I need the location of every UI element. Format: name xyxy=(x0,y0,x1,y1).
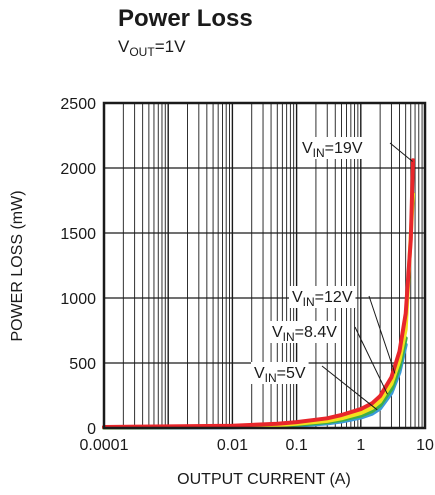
series-label-leader xyxy=(354,326,388,395)
series-label: VIN=5V xyxy=(254,365,306,385)
series-label-sub: IN xyxy=(265,371,277,385)
y-tick-label: 500 xyxy=(69,356,96,373)
y-tick-label: 0 xyxy=(87,421,96,438)
x-tick-label: 10 xyxy=(416,437,434,454)
chart-title: Power Loss xyxy=(118,5,253,32)
chart-subtitle: VOUT=1V xyxy=(118,37,186,59)
y-tick-labels: 0 500 1000 1500 2000 2500 xyxy=(60,96,96,438)
series-label-main: V xyxy=(302,140,313,157)
series-label-sub: IN xyxy=(283,330,295,344)
series-label: VIN=19V xyxy=(302,140,363,160)
series-label-bg xyxy=(289,286,356,308)
series-line xyxy=(102,192,415,430)
series-label-rest: =8.4V xyxy=(295,324,338,341)
series-label-leader xyxy=(389,142,413,162)
series-line xyxy=(102,158,415,429)
x-tick-label: 0.1 xyxy=(285,437,307,454)
series-label-main: V xyxy=(292,289,303,306)
y-tick-label: 1000 xyxy=(60,291,96,308)
y-tick-label: 2500 xyxy=(60,96,96,113)
series-lines xyxy=(102,158,415,430)
series-label-rest: =19V xyxy=(325,140,363,157)
series-label-rest: =5V xyxy=(277,365,306,382)
plot-frame xyxy=(102,101,427,430)
x-tick-label: 1 xyxy=(356,437,365,454)
series-label-sub: IN xyxy=(303,295,315,309)
y-tick-label: 2000 xyxy=(60,161,96,178)
x-tick-label: 0.0001 xyxy=(80,437,129,454)
series-label-rest: =12V xyxy=(315,289,353,306)
series-label-bg xyxy=(269,321,340,343)
x-tick-labels: 0.0001 0.01 0.1 1 10 xyxy=(80,437,434,454)
series-label-main: V xyxy=(254,365,265,382)
y-axis-label: POWER LOSS (mW) xyxy=(9,190,26,341)
series-label-bg xyxy=(299,137,366,159)
series-label: VIN=8.4V xyxy=(272,324,337,344)
x-axis-label: OUTPUT CURRENT (A) xyxy=(177,471,351,488)
series-label-main: V xyxy=(272,324,283,341)
y-tick-label: 1500 xyxy=(60,226,96,243)
series-label-leader xyxy=(321,365,378,411)
x-tick-label: 0.01 xyxy=(217,437,248,454)
series-label-bg xyxy=(251,362,309,384)
series-label-leader xyxy=(368,295,396,374)
series-label-sub: IN xyxy=(313,146,325,160)
series-label: VIN=12V xyxy=(292,289,353,309)
